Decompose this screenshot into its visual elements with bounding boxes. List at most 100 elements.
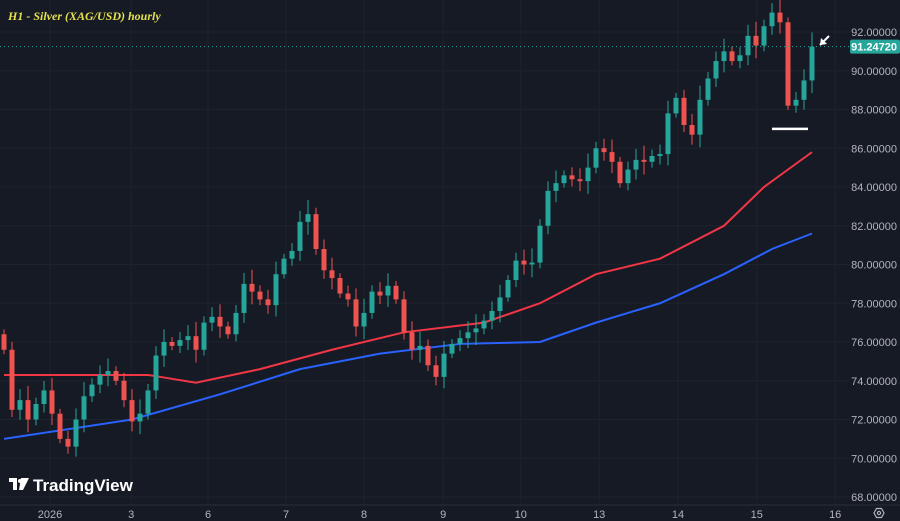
y-axis[interactable]: 68.00000 70.00000 72.00000 74.00000 76.00000… — [851, 27, 897, 504]
candle-body — [753, 35, 759, 46]
candle-down — [121, 372, 127, 408]
candle-body — [233, 312, 239, 335]
candle-down — [393, 280, 399, 304]
candle-down — [521, 249, 527, 275]
brand-name: TradingView — [33, 476, 134, 495]
y-tick-label: 88.00000 — [851, 105, 897, 117]
candle-down — [225, 321, 231, 339]
candle-body — [225, 326, 231, 335]
candle-body — [81, 396, 87, 420]
candle-body — [377, 291, 383, 296]
candle-body — [193, 336, 199, 350]
candle-body — [249, 283, 255, 292]
candle-up — [305, 199, 311, 235]
candle-up — [657, 144, 663, 165]
y-tick-label: 68.00000 — [851, 492, 897, 504]
candle-up — [473, 314, 479, 346]
candle-body — [345, 293, 351, 300]
candle-body — [689, 125, 695, 135]
candle-body — [113, 371, 119, 381]
candle-body — [785, 22, 791, 106]
candle-up — [737, 47, 743, 69]
candle-body — [505, 280, 511, 298]
y-tick-label: 76.00000 — [851, 337, 897, 349]
candle-body — [17, 400, 23, 410]
candle-down — [345, 285, 351, 307]
last-price-label: 91.24720 — [850, 39, 900, 54]
candle-body — [97, 374, 103, 385]
candle-body — [321, 249, 327, 271]
candle-body — [361, 312, 367, 327]
candle-body — [745, 35, 751, 56]
candle-up — [505, 275, 511, 302]
candle-down — [353, 288, 359, 337]
candle-body — [417, 345, 423, 350]
candle-body — [241, 283, 247, 313]
x-tick-label: 15 — [751, 509, 763, 521]
candle-up — [241, 272, 247, 323]
candle-up — [545, 181, 551, 235]
candle-down — [577, 168, 583, 192]
candle-down — [129, 389, 135, 432]
candle-up — [721, 38, 727, 73]
candle-up — [593, 141, 599, 174]
candle-up — [465, 321, 471, 349]
candle-down — [25, 385, 31, 433]
candle-body — [369, 291, 375, 313]
candle-up — [41, 380, 47, 413]
candle-body — [465, 332, 471, 339]
candle-down — [265, 289, 271, 314]
candle-body — [457, 338, 463, 344]
candle-body — [281, 258, 287, 275]
x-axis[interactable]: 2026 3 6 7 8 9 10 13 14 15 16 — [38, 509, 842, 521]
candle-up — [801, 69, 807, 110]
candle-down — [617, 156, 623, 188]
candle-body — [9, 349, 15, 410]
candle-body — [153, 355, 159, 391]
candle-body — [393, 285, 399, 300]
candle-body — [385, 285, 391, 296]
x-tick-label: 8 — [361, 509, 367, 521]
candle-down — [601, 138, 607, 161]
candle-up — [561, 170, 567, 188]
candle-up — [273, 261, 279, 317]
candle-up — [497, 284, 503, 323]
candle-up — [793, 91, 799, 113]
candle-body — [633, 159, 639, 170]
candle-down — [401, 291, 407, 340]
candle-body — [289, 250, 295, 259]
candle-up — [665, 100, 671, 166]
candle-down — [425, 339, 431, 372]
candle-body — [809, 46, 815, 81]
candle-body — [401, 299, 407, 333]
candle-body — [145, 390, 151, 414]
candle-body — [409, 332, 415, 350]
candle-body — [329, 270, 335, 279]
candle-down — [753, 21, 759, 59]
candle-body — [201, 322, 207, 350]
candle-body — [601, 148, 607, 153]
candle-body — [425, 345, 431, 366]
candle-up — [289, 242, 295, 266]
settings-gear-icon[interactable] — [873, 507, 885, 519]
candle-up — [649, 149, 655, 168]
candle-up — [17, 389, 23, 420]
candle-up — [489, 301, 495, 330]
candle-body — [545, 190, 551, 226]
candle-body — [609, 152, 615, 162]
candle-down — [249, 269, 255, 305]
candle-up — [553, 170, 559, 203]
candle-up — [745, 24, 751, 66]
candle-up — [537, 219, 543, 269]
candle-down — [217, 304, 223, 338]
candle-body — [257, 291, 263, 300]
y-tick-label: 84.00000 — [851, 182, 897, 194]
candle-down — [609, 139, 615, 174]
candle-up — [153, 346, 159, 399]
candle-body — [657, 154, 663, 156]
candle-up — [137, 399, 143, 435]
y-tick-label: 70.00000 — [851, 453, 897, 465]
candle-body — [137, 413, 143, 422]
candle-body — [33, 404, 39, 420]
